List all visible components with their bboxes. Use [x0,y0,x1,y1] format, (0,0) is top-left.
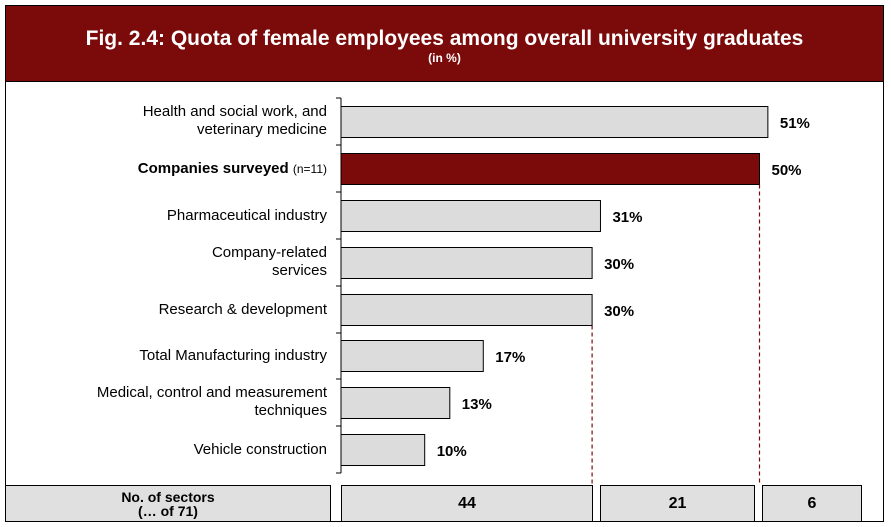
sector-count-box: 21 [600,485,755,522]
bar-value-label: 13% [462,396,492,413]
category-label-vehicle-construction: Vehicle construction [7,441,327,459]
bar [340,340,484,372]
bar [340,387,451,419]
bar-value-label: 51% [780,115,810,132]
category-label-line: Medical, control and measurement [96,384,327,401]
chart-title: Fig. 2.4: Quota of female employees amon… [85,27,804,50]
bar [340,247,593,279]
sector-count-value: 44 [458,494,476,512]
category-label-pharmaceutical: Pharmaceutical industry [7,207,327,225]
sector-count-value: 21 [668,494,687,512]
category-label-line: Company-related [211,244,327,261]
category-label-line: Health and social work, and [142,103,327,120]
category-label-note: (n=11) [292,162,327,176]
category-label-medical-techniques: Medical, control and measurement techniq… [7,384,327,420]
sector-count-box: 44 [341,485,593,522]
category-label-main: Companies surveyed [137,160,289,177]
bar [340,200,601,232]
sector-count-sublabel: (… of 71) [138,502,198,519]
category-label-line: Total Manufacturing industry [139,347,327,364]
category-label-company-related-services: Company-related services [7,244,327,280]
bar [340,294,593,326]
sector-count-box: 6 [762,485,862,522]
category-label-companies-surveyed: Companies surveyed (n=11) [7,160,327,178]
category-label-line: Research & development [158,301,327,318]
chart-title-bar: Fig. 2.4: Quota of female employees amon… [5,5,884,82]
bar-value-label: 50% [772,162,802,179]
chart-subtitle: (in %) [428,51,461,65]
category-label-total-manufacturing: Total Manufacturing industry [7,347,327,365]
category-label-line: services [271,262,327,279]
category-label-line: veterinary medicine [196,121,327,138]
category-label-research-development: Research & development [7,301,327,319]
bar [340,434,426,466]
bar-value-label: 30% [604,256,634,273]
bar-value-label: 10% [437,443,467,460]
bar [340,106,769,138]
bar-value-label: 30% [604,303,634,320]
sector-count-label: No. of sectors [121,488,215,505]
category-label-line: Pharmaceutical industry [166,207,327,224]
category-label-line: techniques [254,402,327,419]
sector-count-label-box: No. of sectors (… of 71) [5,485,331,522]
bar-value-label: 17% [495,349,525,366]
bar [340,153,760,185]
category-label-line: Vehicle construction [193,441,327,458]
bar-value-label: 31% [612,209,642,226]
sector-count-value: 6 [807,494,817,512]
category-label-health: Health and social work, and veterinary m… [7,103,327,139]
